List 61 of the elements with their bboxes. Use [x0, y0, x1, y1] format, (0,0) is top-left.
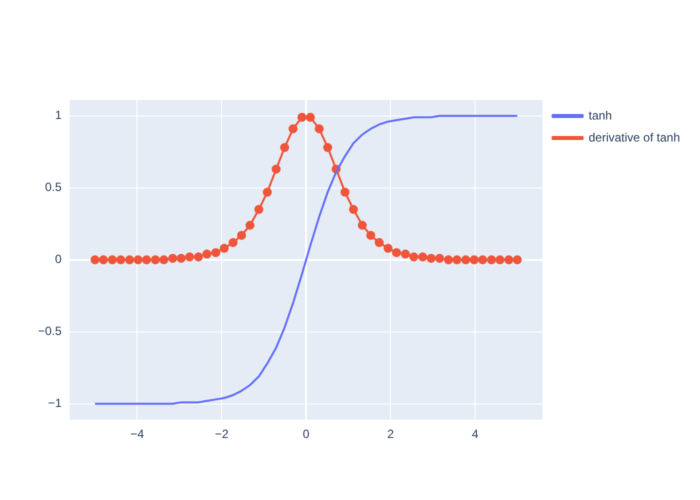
point — [374, 238, 384, 248]
point — [409, 252, 418, 262]
point — [504, 255, 514, 264]
point — [211, 248, 220, 258]
point — [435, 254, 444, 263]
x-tick-label: −4 — [130, 427, 144, 442]
y-tick-label: 0.5 — [45, 180, 62, 194]
point — [340, 188, 350, 197]
point — [418, 252, 428, 262]
x-tick-label: 2 — [387, 427, 394, 442]
point — [478, 255, 488, 264]
point — [245, 220, 254, 230]
point — [185, 252, 194, 262]
legend-label: tanh — [588, 108, 612, 122]
x-tick-label: 0 — [302, 427, 310, 442]
y-tick-label: −0.5 — [38, 324, 62, 338]
point — [176, 254, 186, 263]
legend-label: derivative of tanh — [588, 130, 680, 144]
point — [125, 255, 134, 264]
point — [150, 255, 160, 264]
point — [254, 204, 264, 214]
x-tick-label: 4 — [472, 427, 479, 442]
y-tick-label: −1 — [48, 396, 62, 410]
point — [288, 124, 298, 134]
point — [90, 255, 100, 264]
point — [280, 143, 290, 152]
point — [159, 255, 168, 264]
x-tick-label: −2 — [214, 427, 229, 442]
point — [237, 230, 246, 240]
point — [220, 244, 229, 253]
point — [392, 248, 402, 258]
point — [444, 255, 453, 264]
point — [452, 255, 462, 264]
point — [134, 255, 143, 264]
point — [470, 255, 479, 264]
point — [461, 255, 470, 264]
point — [142, 255, 152, 264]
point — [168, 254, 178, 263]
y-tick-label: 0 — [55, 252, 62, 266]
point — [487, 255, 496, 264]
point — [348, 204, 358, 214]
point — [297, 112, 306, 122]
point — [495, 255, 504, 264]
point — [272, 164, 281, 174]
point — [314, 124, 324, 134]
point — [116, 255, 126, 264]
point — [358, 220, 367, 230]
point — [400, 250, 410, 259]
point — [384, 244, 393, 253]
point — [202, 250, 212, 259]
point — [426, 254, 436, 263]
point — [194, 252, 203, 262]
y-tick-label: 1 — [55, 108, 62, 122]
point — [512, 255, 522, 264]
point — [366, 230, 376, 240]
point — [262, 188, 272, 197]
point — [228, 238, 238, 248]
point — [108, 255, 117, 264]
point — [306, 112, 315, 122]
point — [98, 255, 108, 264]
point — [323, 143, 332, 152]
